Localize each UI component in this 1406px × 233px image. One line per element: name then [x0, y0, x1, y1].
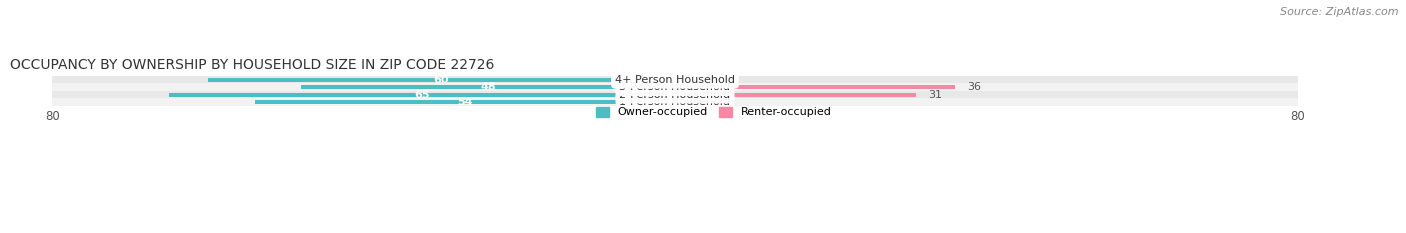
Bar [675, 93, 917, 97]
Bar [675, 85, 955, 89]
Text: OCCUPANCY BY OWNERSHIP BY HOUSEHOLD SIZE IN ZIP CODE 22726: OCCUPANCY BY OWNERSHIP BY HOUSEHOLD SIZE… [10, 58, 494, 72]
Text: 60: 60 [433, 75, 450, 85]
Text: 31: 31 [928, 89, 942, 99]
Text: 48: 48 [481, 82, 496, 92]
Bar [254, 100, 675, 104]
Bar [301, 85, 675, 89]
Bar [52, 91, 1298, 98]
Text: Source: ZipAtlas.com: Source: ZipAtlas.com [1281, 7, 1399, 17]
Text: 54: 54 [457, 97, 472, 107]
Bar [52, 83, 1298, 91]
Bar [208, 78, 675, 82]
Legend: Owner-occupied, Renter-occupied: Owner-occupied, Renter-occupied [591, 102, 837, 122]
Text: 0: 0 [686, 97, 693, 107]
Text: 0: 0 [686, 75, 693, 85]
Text: 3-Person Household: 3-Person Household [620, 82, 731, 92]
Text: 65: 65 [415, 89, 430, 99]
Bar [52, 76, 1298, 83]
Bar [169, 93, 675, 97]
Text: 36: 36 [967, 82, 981, 92]
Text: 1-Person Household: 1-Person Household [620, 97, 731, 107]
Text: 4+ Person Household: 4+ Person Household [614, 75, 735, 85]
Text: 2-Person Household: 2-Person Household [620, 89, 731, 99]
Bar [52, 98, 1298, 106]
